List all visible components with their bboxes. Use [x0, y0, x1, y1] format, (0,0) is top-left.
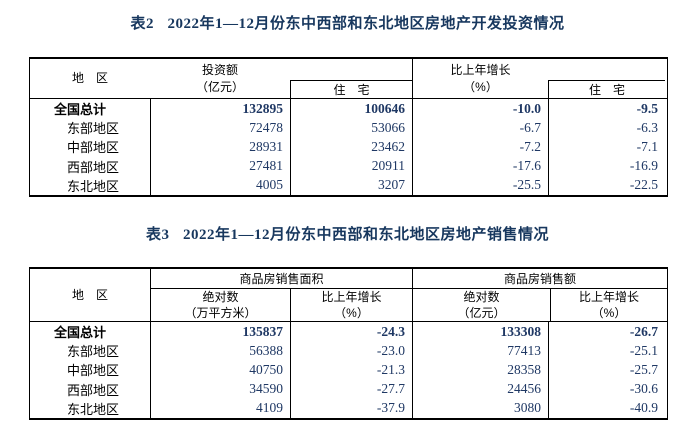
value-cell: -26.7	[548, 322, 665, 342]
header-residential-investment: 住 宅	[290, 80, 412, 98]
value-cell: 28931	[150, 137, 290, 157]
header-residential-growth: 住 宅	[548, 80, 665, 98]
table3-title-label: 表3	[145, 227, 170, 243]
table-row: 东部地区 56388 -23.0 77413 -25.1	[30, 341, 667, 361]
table-row: 中部地区 40750 -21.3 28358 -25.7	[30, 360, 667, 380]
table3-title-text: 2022年1—12月份东中西部和东北地区房地产销售情况	[183, 227, 550, 243]
sales-table-body: 全国总计 135837 -24.3 133308 -26.7 东部地区 5638…	[30, 322, 667, 418]
value-cell: -37.9	[290, 398, 412, 418]
header-residential-investment-col: 住 宅	[290, 59, 412, 98]
value-cell: -23.0	[290, 341, 412, 361]
region-cell: 西部地区	[67, 159, 120, 175]
header-region: 地 区	[71, 71, 108, 86]
value-cell: -25.7	[548, 360, 665, 380]
value-cell: 100646	[290, 99, 412, 119]
header-residential-growth-col: 住 宅	[548, 59, 665, 98]
investment-table-header: 地 区 投资额 （亿元） 住 宅 比上年增长 （%） 住 宅	[30, 59, 667, 99]
header-growth: 比上年增长 （%）	[412, 59, 548, 98]
sales-area-group: 商品房销售面积 绝对数 （万平方米） 比上年增长 （%）	[150, 269, 412, 321]
sales-table: 地 区 商品房销售面积 绝对数 （万平方米） 比上年增长 （%） 商品房销售额 …	[29, 267, 668, 420]
value-cell: -7.1	[548, 137, 665, 157]
table-row: 全国总计 132895 100646 -10.0 -9.5	[30, 99, 667, 119]
value-cell: -7.2	[412, 137, 548, 157]
value-cell: 133308	[412, 322, 548, 342]
region-cell: 东部地区	[67, 344, 120, 360]
value-cell: 34590	[150, 379, 290, 399]
value-cell: -21.3	[290, 360, 412, 380]
value-cell: 53066	[290, 118, 412, 138]
investment-table-body: 全国总计 132895 100646 -10.0 -9.5 东部地区 72478…	[30, 99, 667, 195]
value-cell: 40750	[150, 360, 290, 380]
header-area-growth: 比上年增长 （%）	[290, 288, 412, 321]
value-cell: -27.7	[290, 379, 412, 399]
value-cell: -17.6	[412, 156, 548, 176]
value-cell: -24.3	[290, 322, 412, 342]
table-row: 西部地区 27481 20911 -17.6 -16.9	[30, 156, 667, 176]
sales-table-header: 地 区 商品房销售面积 绝对数 （万平方米） 比上年增长 （%） 商品房销售额 …	[30, 269, 667, 322]
table2-title-text: 2022年1—12月份东中西部和东北地区房地产开发投资情况	[167, 16, 565, 32]
header-investment: 投资额 （亿元）	[195, 63, 244, 94]
value-cell: -16.9	[548, 156, 665, 176]
region-cell: 东部地区	[67, 121, 120, 137]
value-cell: 77413	[412, 341, 548, 361]
region-cell: 中部地区	[67, 140, 120, 156]
value-cell: 4109	[150, 398, 290, 418]
sales-amount-group: 商品房销售额 绝对数 （亿元） 比上年增长 （%）	[412, 269, 667, 321]
value-cell: 3080	[412, 398, 548, 418]
value-cell: 24456	[412, 379, 548, 399]
table-row: 中部地区 28931 23462 -7.2 -7.1	[30, 137, 667, 157]
value-cell: -25.5	[412, 175, 548, 195]
value-cell: 132895	[150, 99, 290, 119]
region-cell: 东北地区	[67, 178, 120, 194]
value-cell: -6.7	[412, 118, 548, 138]
value-cell: 3207	[290, 175, 412, 195]
region-cell: 西部地区	[67, 382, 120, 398]
investment-table: 地 区 投资额 （亿元） 住 宅 比上年增长 （%） 住 宅 全国总计 1328…	[29, 57, 668, 197]
table2-title: 表2 2022年1—12月份东中西部和东北地区房地产开发投资情况	[0, 12, 695, 33]
header-sales-amount-group: 商品房销售额	[413, 269, 667, 289]
value-cell: 28358	[412, 360, 548, 380]
header-sales-area-group: 商品房销售面积	[151, 269, 412, 289]
value-cell: -40.9	[548, 398, 665, 418]
value-cell: 72478	[150, 118, 290, 138]
table2-title-label: 表2	[130, 16, 154, 32]
table-row: 东北地区 4005 3207 -25.5 -22.5	[30, 175, 667, 195]
value-cell: -6.3	[548, 118, 665, 138]
table-row: 西部地区 34590 -27.7 24456 -30.6	[30, 379, 667, 399]
value-cell: 4005	[150, 175, 290, 195]
region-cell: 全国总计	[54, 102, 107, 118]
value-cell: -10.0	[412, 99, 548, 119]
table-row: 东北地区 4109 -37.9 3080 -40.9	[30, 398, 667, 418]
header-region: 地 区	[71, 287, 108, 302]
header-area-absolute: 绝对数 （万平方米）	[184, 289, 257, 320]
value-cell: 20911	[290, 156, 412, 176]
table-row: 东部地区 72478 53066 -6.7 -6.3	[30, 118, 667, 138]
value-cell: -30.6	[548, 379, 665, 399]
value-cell: -9.5	[548, 99, 665, 119]
value-cell: -25.1	[548, 341, 665, 361]
region-cell: 东北地区	[67, 401, 120, 417]
value-cell: 135837	[150, 322, 290, 342]
header-amount-growth: 比上年增长 （%）	[550, 288, 667, 321]
value-cell: 56388	[150, 341, 290, 361]
value-cell: 27481	[150, 156, 290, 176]
table3-title: 表3 2022年1—12月份东中西部和东北地区房地产销售情况	[0, 223, 695, 244]
table-row: 全国总计 135837 -24.3 133308 -26.7	[30, 322, 667, 342]
region-cell: 全国总计	[54, 325, 107, 341]
value-cell: 23462	[290, 137, 412, 157]
value-cell: -22.5	[548, 175, 665, 195]
header-amount-absolute: 绝对数 （亿元）	[457, 289, 506, 320]
region-cell: 中部地区	[67, 363, 120, 379]
